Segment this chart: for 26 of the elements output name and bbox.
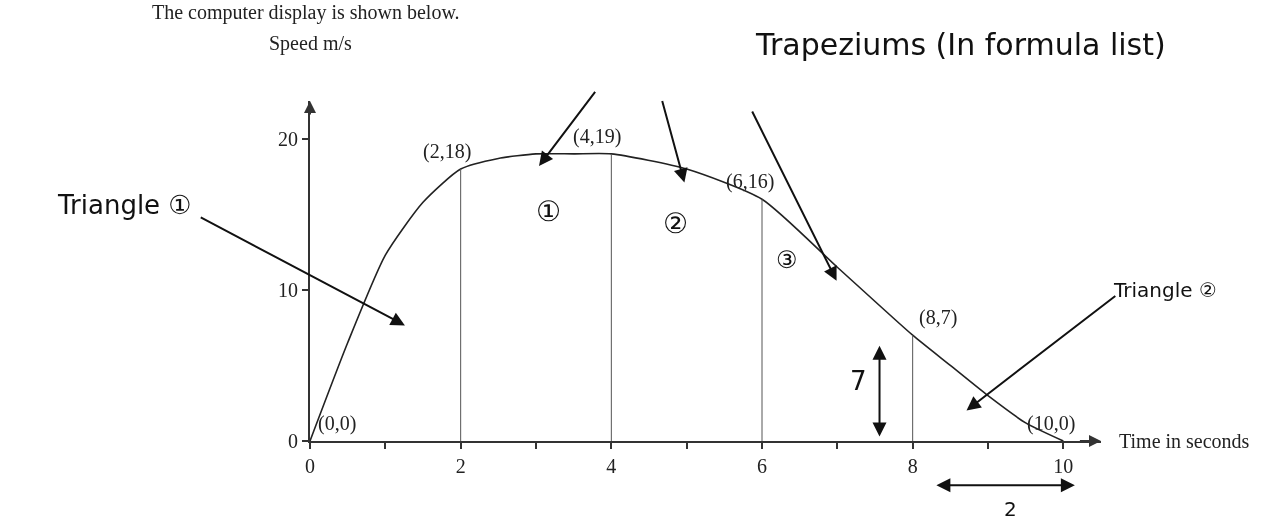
x-axis-title: Time in seconds: [1119, 430, 1250, 452]
x-tick-label: 0: [305, 455, 315, 477]
annotation: ①: [536, 195, 562, 228]
text: The computer display is shown below.: [152, 1, 460, 24]
y-tick-label: 0: [288, 430, 298, 452]
annotation: (4,19): [573, 125, 622, 148]
text: Triangle ①: [57, 190, 192, 220]
annotation: ③: [776, 246, 798, 274]
x-tick-label: 10: [1053, 455, 1074, 477]
annotation: (2,18): [423, 140, 472, 163]
annotation: ②: [663, 207, 689, 240]
text: Trapeziums (In formula list): [755, 27, 1166, 62]
annotation: (6,16): [726, 170, 775, 193]
annotation: 7: [850, 366, 867, 396]
y-tick-label: 20: [278, 127, 298, 150]
y-axis-title: Speed m/s: [269, 32, 352, 55]
y-tick-label: 10: [278, 278, 298, 301]
annotation: (8,7): [919, 306, 958, 329]
x-tick-label: 6: [757, 455, 767, 477]
text: Triangle ②: [1113, 278, 1217, 302]
annotation: (0,0): [318, 412, 357, 435]
x-tick-label: 8: [907, 455, 918, 477]
x-tick-label: 2: [455, 455, 466, 477]
annotation: (10,0): [1027, 412, 1076, 435]
x-tick-label: 4: [606, 455, 617, 477]
text: 2: [1004, 497, 1017, 521]
